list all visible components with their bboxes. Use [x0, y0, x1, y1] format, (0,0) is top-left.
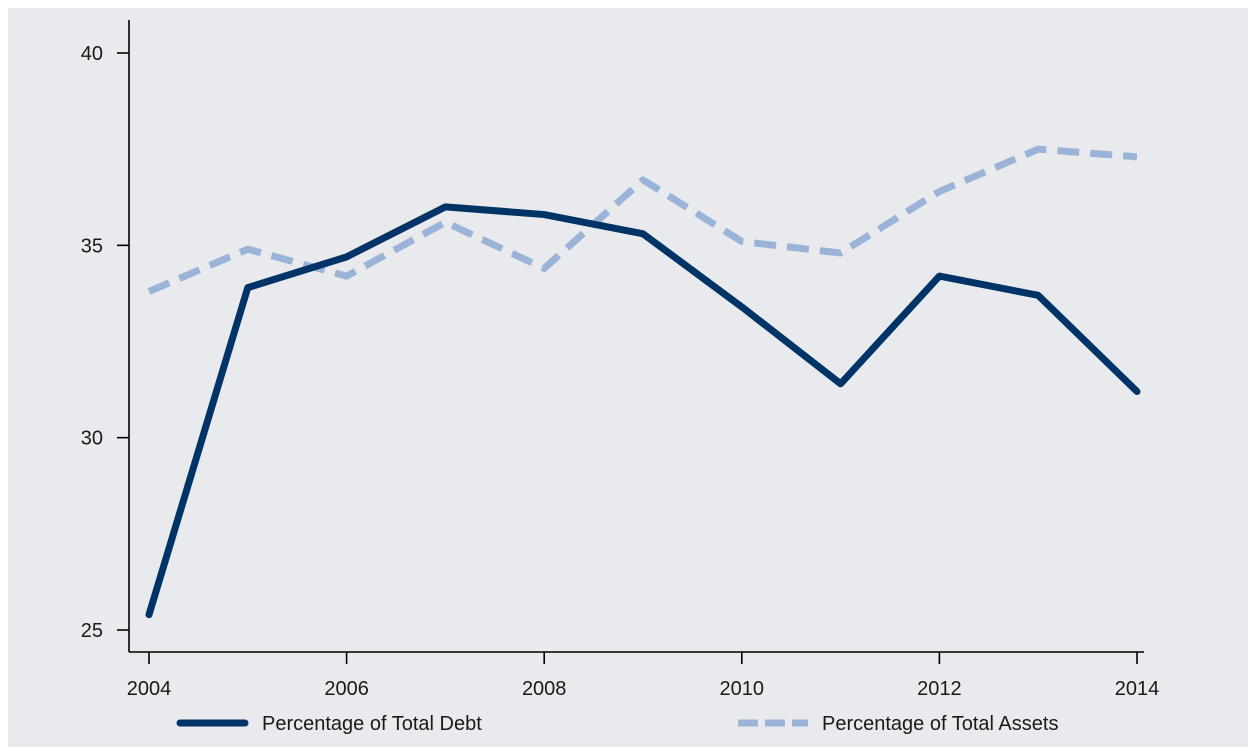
data-point	[442, 219, 449, 226]
data-point	[244, 284, 251, 291]
y-tick-label: 30	[81, 428, 103, 450]
data-point	[244, 246, 251, 253]
y-tick-label: 40	[81, 43, 103, 65]
data-point	[541, 265, 548, 272]
data-point	[837, 250, 844, 257]
data-point	[640, 230, 647, 237]
data-point	[1134, 388, 1141, 395]
y-tick-label: 35	[81, 235, 103, 257]
data-point	[738, 238, 745, 245]
data-point	[343, 273, 350, 280]
x-tick-label: 2004	[127, 678, 172, 700]
x-tick-label: 2006	[324, 678, 369, 700]
axes: 25 30 35 40 2004 2006 2008 2010 2012 2014	[81, 20, 1160, 700]
x-tick-label: 2014	[1115, 678, 1160, 700]
data-point	[1035, 292, 1042, 299]
data-point	[146, 288, 153, 295]
data-point	[343, 253, 350, 260]
data-point	[1035, 146, 1042, 153]
legend-label: Percentage of Total Debt	[262, 713, 482, 735]
data-point	[1134, 153, 1141, 160]
legend: Percentage of Total Debt Percentage of To…	[176, 713, 1058, 735]
series-layer	[145, 145, 1141, 619]
data-point	[837, 380, 844, 387]
data-point	[640, 176, 647, 183]
x-axis-ticks: 2004 2006 2008 2010 2012 2014	[127, 652, 1160, 700]
data-point	[936, 188, 943, 195]
x-tick-label: 2012	[917, 678, 962, 700]
data-point	[738, 303, 745, 310]
data-point	[936, 273, 943, 280]
data-point	[442, 203, 449, 210]
legend-label: Percentage of Total Assets	[822, 713, 1058, 735]
series-line-total-debt	[145, 203, 1141, 619]
y-axis-ticks: 25 30 35 40	[81, 43, 129, 642]
chart-background	[8, 8, 1248, 747]
data-point	[146, 611, 153, 618]
data-point	[541, 211, 548, 218]
x-tick-label: 2008	[522, 678, 567, 700]
x-tick-label: 2010	[720, 678, 765, 700]
y-tick-label: 25	[81, 620, 103, 642]
